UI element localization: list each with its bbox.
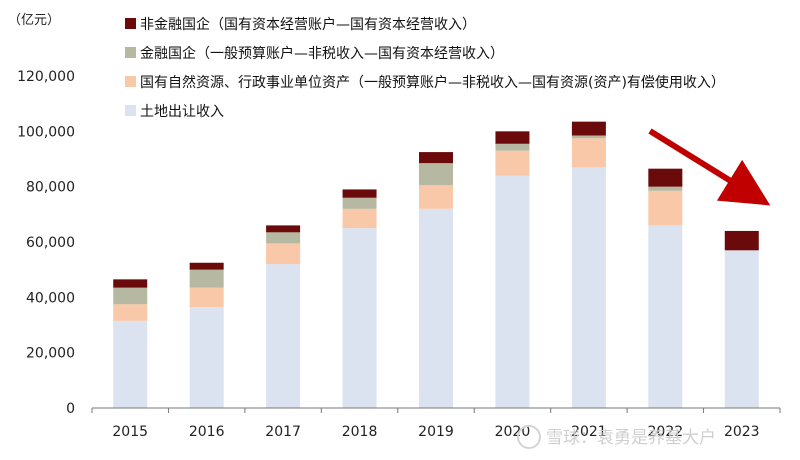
- bar-segment-nonfinancial-soe: [495, 131, 530, 144]
- bar-segment-state-assets: [266, 243, 301, 265]
- bar-segment-financial-soe: [648, 186, 683, 191]
- y-tick-label: 0: [66, 401, 75, 417]
- y-tick-label: 120,000: [17, 69, 75, 85]
- bar-segment-land-sale: [342, 228, 377, 408]
- x-tick-label: 2019: [418, 424, 454, 440]
- bar-segment-financial-soe: [419, 163, 453, 186]
- bar-segment-land-sale: [648, 225, 683, 408]
- bar-segment-land-sale: [419, 208, 453, 408]
- y-tick-label: 100,000: [17, 124, 75, 140]
- bar-segment-land-sale: [495, 175, 530, 408]
- x-tick-label: 2016: [189, 424, 225, 440]
- x-axis: 2015 2016 2017 2018 2019 2020 2021 2022 2023: [91, 408, 781, 440]
- bar-segment-land-sale: [113, 320, 148, 408]
- legend-label: 金融国企（一般预算账户—非税收入—国有资本经营收入）: [140, 45, 504, 62]
- bar-segment-land-sale: [266, 264, 301, 408]
- watermark: 雪球：袁勇是养基大户: [517, 425, 716, 449]
- y-tick-label: 40,000: [26, 290, 75, 306]
- bar-plot-area: [113, 121, 759, 408]
- bar-segment-nonfinancial-soe: [724, 230, 759, 251]
- legend-swatch: [125, 105, 136, 116]
- bar-segment-state-assets: [342, 208, 377, 229]
- bar-segment-financial-soe: [571, 135, 606, 139]
- bar-segment-land-sale: [189, 307, 224, 408]
- x-tick-label: 2017: [265, 424, 301, 440]
- bar-segment-financial-soe: [342, 197, 377, 209]
- x-tick-label: 2018: [342, 424, 378, 440]
- bar-segment-financial-soe: [266, 232, 301, 244]
- bar-segment-state-assets: [648, 190, 683, 226]
- watermark-text: 雪球：袁勇是养基大户: [546, 428, 716, 448]
- bar-segment-state-assets: [419, 185, 453, 209]
- bar-segment-financial-soe: [189, 269, 224, 288]
- y-tick-label: 80,000: [26, 180, 75, 196]
- legend-label: 非金融国企（国有资本经营账户—国有资本经营收入）: [140, 16, 476, 33]
- x-tick-label: 2015: [112, 424, 148, 440]
- bar-segment-nonfinancial-soe: [113, 279, 148, 288]
- bar-segment-nonfinancial-soe: [342, 189, 377, 198]
- x-tick-label: 2023: [724, 424, 760, 440]
- legend-swatch: [125, 47, 136, 58]
- bar-segment-state-assets: [189, 287, 224, 308]
- bar-segment-financial-soe: [495, 143, 530, 151]
- downward-trend-arrow: [648, 128, 771, 206]
- bar-segment-nonfinancial-soe: [419, 152, 453, 164]
- snowball-logo-icon: [517, 425, 541, 449]
- bar-segment-nonfinancial-soe: [266, 225, 301, 233]
- legend-swatch: [125, 76, 136, 87]
- y-tick-label: 60,000: [26, 235, 75, 251]
- y-axis: 0 20,000 40,000 60,000 80,000 100,000 120,000: [17, 69, 75, 417]
- legend-label: 土地出让收入: [140, 104, 224, 120]
- bar-segment-financial-soe: [113, 287, 148, 305]
- legend: 非金融国企（国有资本经营账户—国有资本经营收入） 金融国企（一般预算账户—非税收入…: [125, 16, 725, 120]
- bar-segment-state-assets: [571, 138, 606, 168]
- legend-swatch: [125, 18, 136, 29]
- bar-segment-land-sale: [724, 250, 759, 408]
- y-axis-unit-label: （亿元）: [8, 13, 60, 28]
- x-tick-label: 2021: [571, 424, 607, 440]
- legend-label: 国有自然资源、行政事业单位资产（一般预算账户—非税收入—国有资源(资产)有偿使用…: [140, 74, 725, 91]
- bar-segment-state-assets: [113, 304, 148, 321]
- bar-segment-state-assets: [495, 150, 530, 176]
- x-tick-label: 2022: [648, 424, 684, 440]
- bar-segment-nonfinancial-soe: [189, 262, 224, 270]
- bar-segment-nonfinancial-soe: [648, 168, 683, 187]
- y-tick-label: 20,000: [26, 346, 75, 362]
- bar-segment-land-sale: [571, 167, 606, 408]
- bar-segment-nonfinancial-soe: [571, 121, 606, 136]
